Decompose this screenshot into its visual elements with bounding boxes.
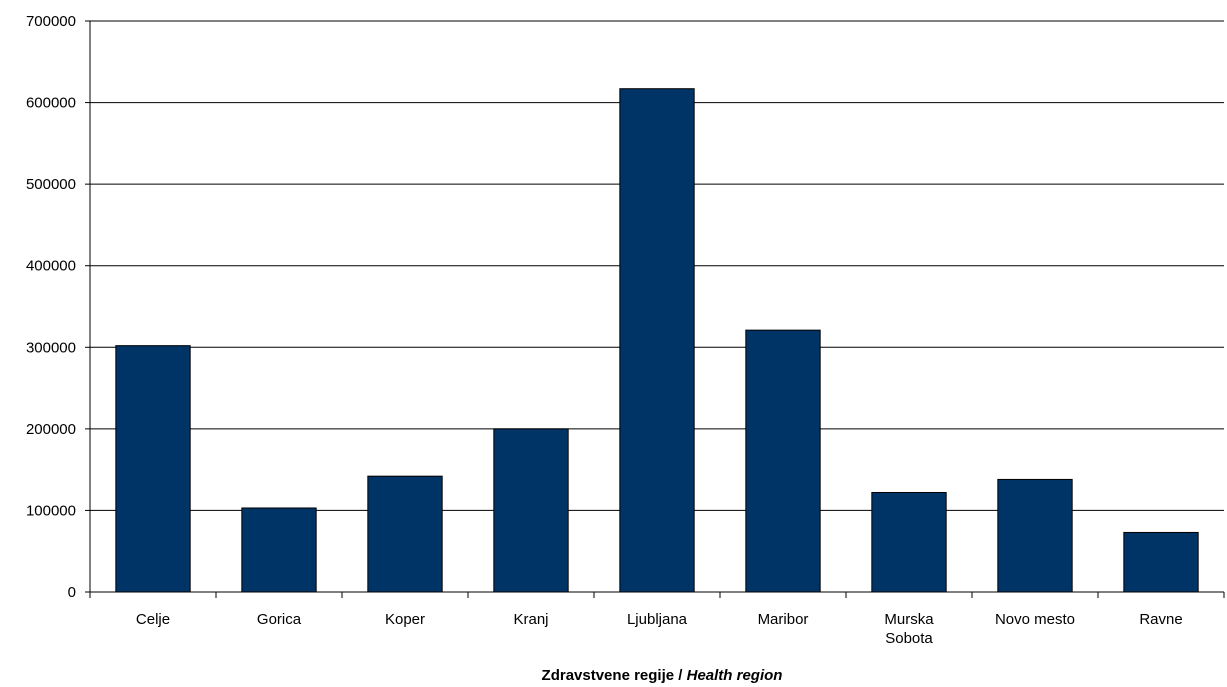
x-tick-label: Murska <box>884 611 934 628</box>
x-tick-labels: Celje Gorica Koper Kranj Ljubljana Maribor Mur… <box>89 592 1225 647</box>
x-tick-label: Gorica <box>257 611 302 628</box>
x-tick-label: Ravne <box>1139 611 1182 628</box>
x-tick-label: Koper <box>385 611 425 628</box>
x-tick-label: Novo mesto <box>995 611 1075 628</box>
y-tick-labels: 0 100000 200000 300000 400000 500000 600000 700… <box>26 13 76 601</box>
bar-gorica <box>241 507 317 593</box>
x-tick-label: Sobota <box>885 630 933 647</box>
y-tick-label: 500000 <box>26 176 76 193</box>
bar-ljubljana <box>619 88 695 593</box>
bar-ravne <box>1123 531 1199 593</box>
x-tick-label: Kranj <box>513 611 548 628</box>
bar-novo-mesto <box>997 478 1073 593</box>
axes <box>89 21 1224 593</box>
y-tick-label: 100000 <box>26 502 76 519</box>
x-tick-label: Celje <box>136 611 170 628</box>
y-tick-label: 700000 <box>26 13 76 30</box>
bar-koper <box>367 475 443 593</box>
bars <box>115 88 1199 593</box>
bar-celje <box>115 345 191 593</box>
y-tick-label: 0 <box>68 584 76 601</box>
y-tick-label: 300000 <box>26 339 76 356</box>
y-tick-label: 400000 <box>26 258 76 275</box>
bar-murska-sobota <box>871 491 947 593</box>
y-tick-label: 600000 <box>26 95 76 112</box>
x-tick-label: Ljubljana <box>627 611 688 628</box>
bar-maribor <box>745 329 821 593</box>
x-tick-label: Maribor <box>758 611 809 628</box>
y-tick-label: 200000 <box>26 421 76 438</box>
bar-kranj <box>493 428 569 593</box>
x-axis-title: Zdravstvene regije / Health region <box>542 667 783 684</box>
